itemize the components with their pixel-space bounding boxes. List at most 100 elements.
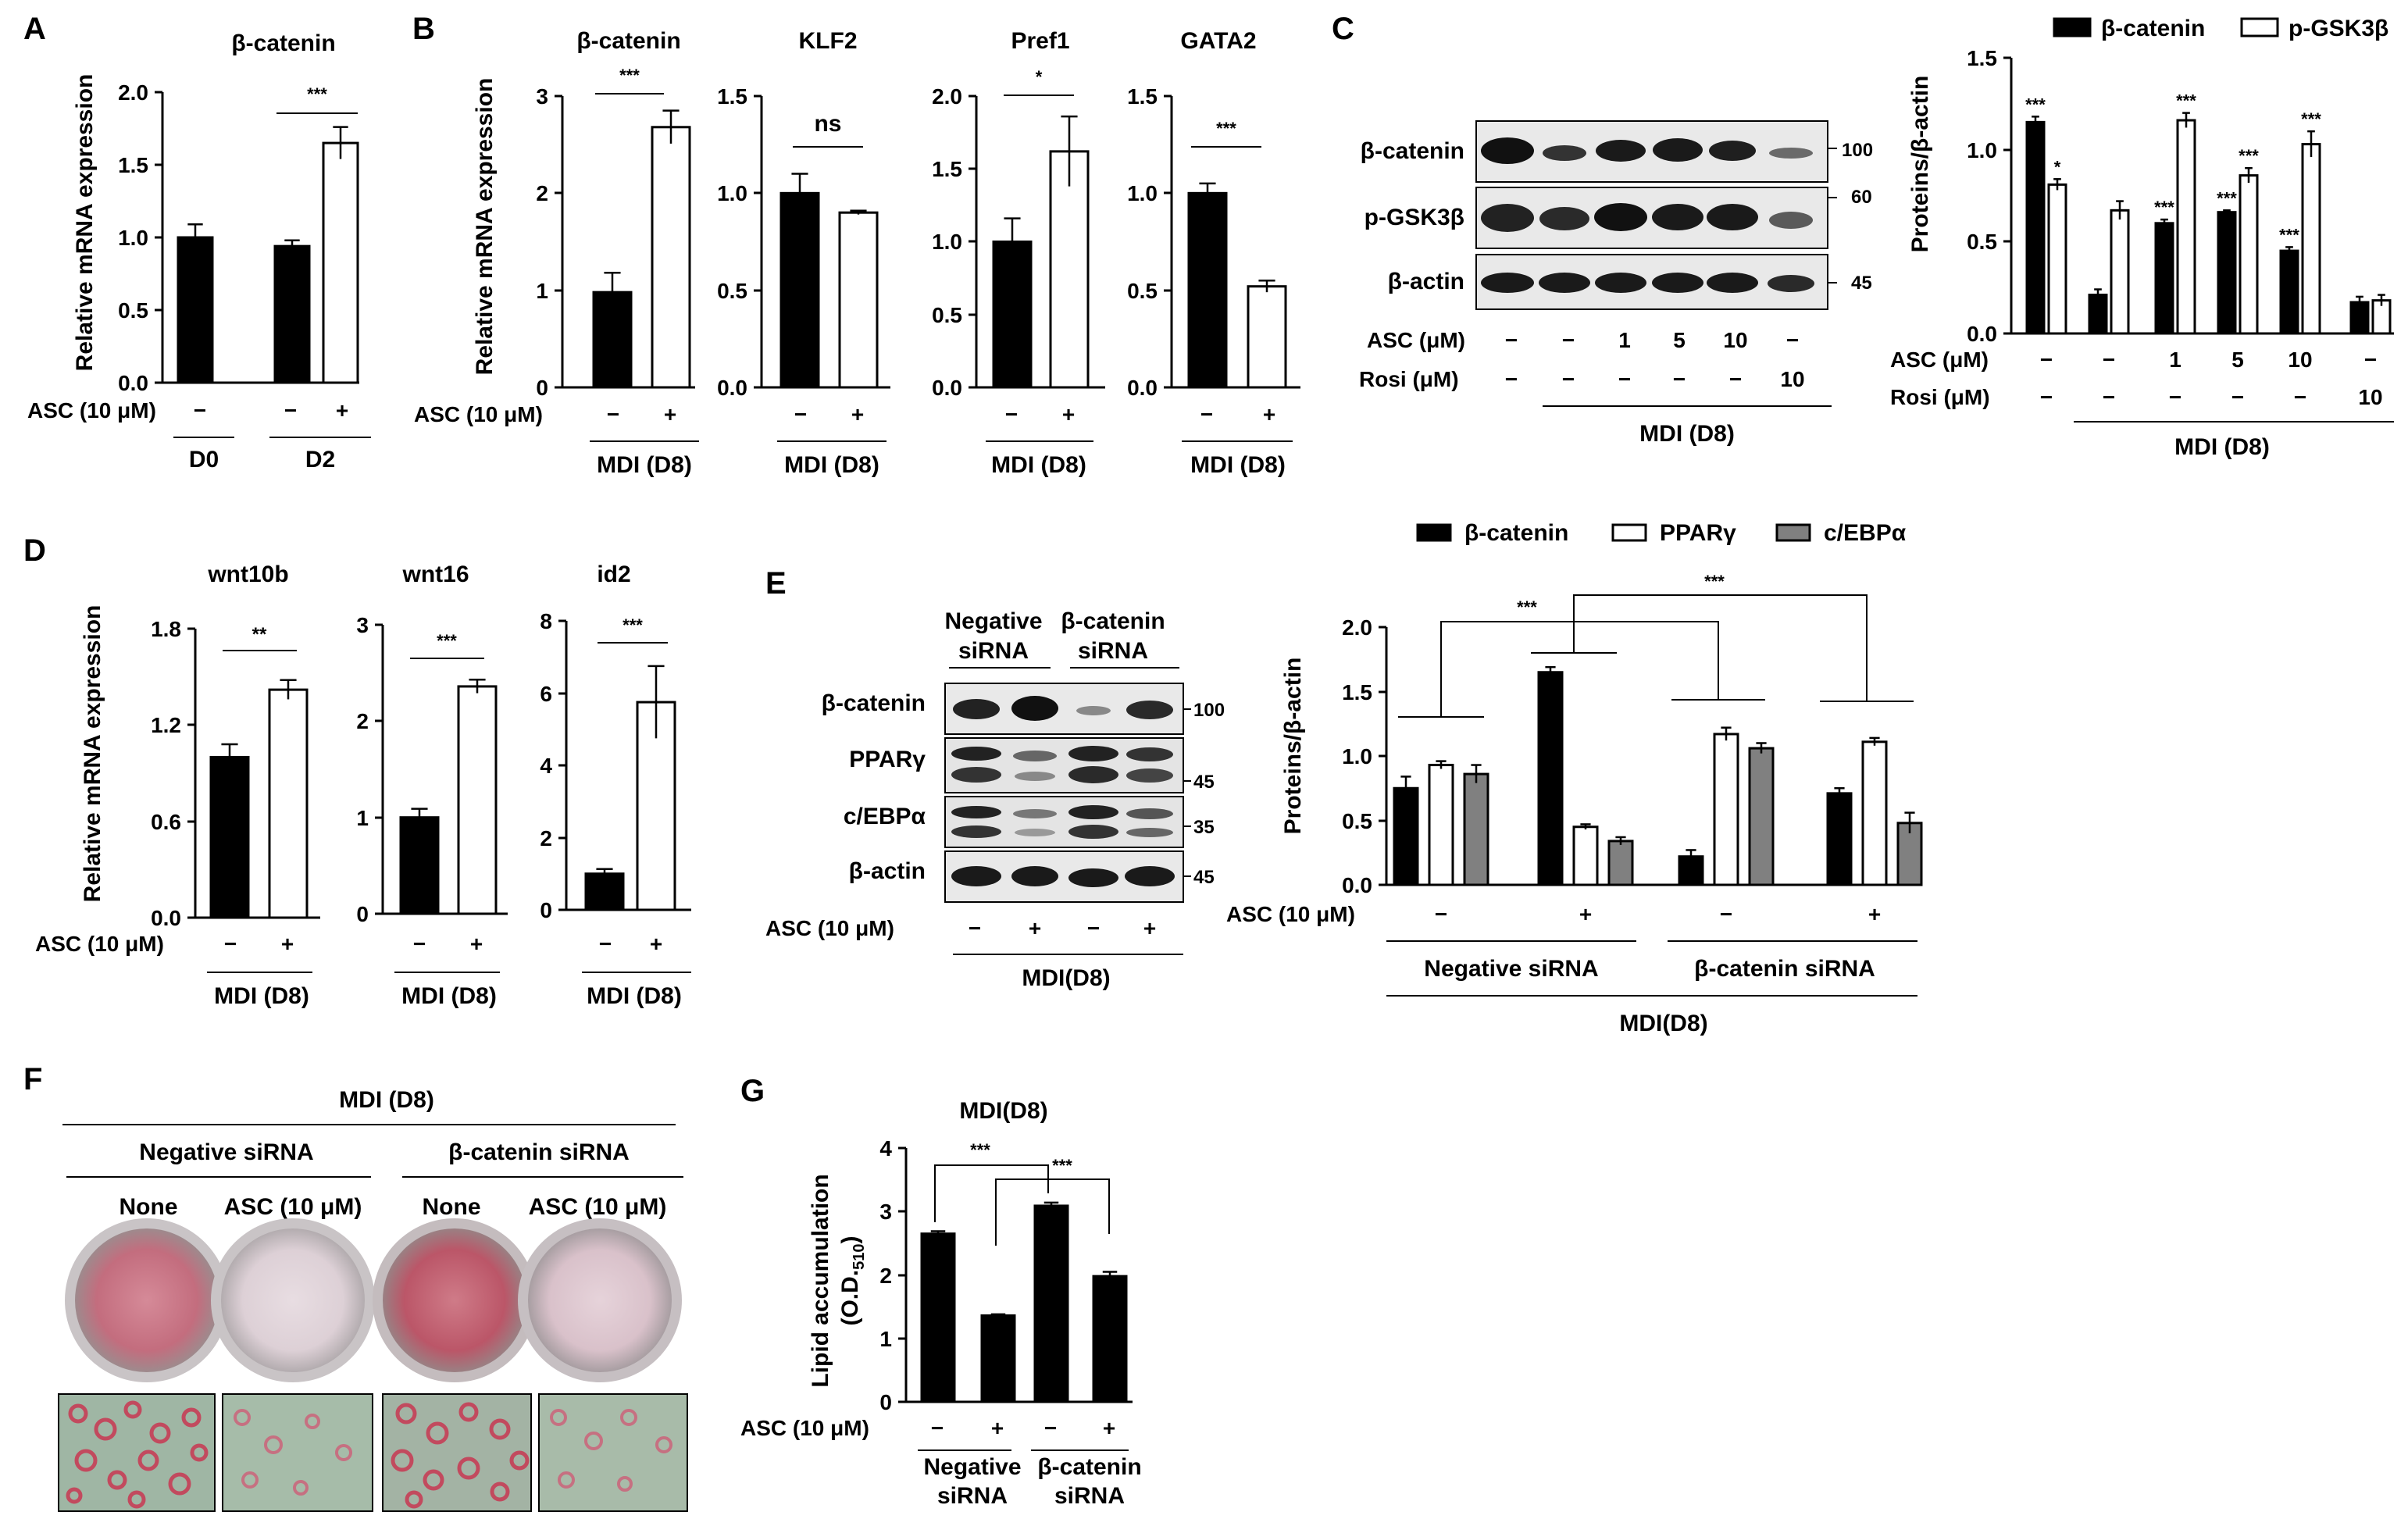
- y-tick-label: 1.5: [932, 157, 962, 181]
- significance-e: ***: [1704, 572, 1725, 591]
- y-tick-label: 0.0: [932, 376, 962, 400]
- group-label-b1: MDI (D8): [597, 452, 692, 478]
- bar: [1713, 733, 1739, 886]
- bar: [1748, 747, 1775, 886]
- rosi-condition: −: [1729, 367, 1742, 391]
- chart-title-b2: KLF2: [799, 28, 858, 54]
- asc-b2-1: −: [794, 402, 807, 426]
- panel-label-a: A: [23, 12, 46, 46]
- panel-f-condition: None: [423, 1194, 481, 1220]
- panel-label-e: E: [765, 566, 787, 601]
- bar: [1826, 792, 1853, 886]
- asc-label-g: ASC (10 μM): [740, 1416, 869, 1440]
- mw-marker: 45: [1193, 772, 1215, 793]
- y-tick-label: 0: [540, 898, 552, 922]
- asc-a-3: +: [336, 398, 348, 423]
- y-tick-label: 0.5: [1967, 230, 1997, 254]
- significance-marker: *: [2054, 157, 2061, 177]
- axis-c: [2003, 56, 2394, 335]
- blot-c-conditions: − − 1 5 10 − − − − − − 10: [1505, 328, 1805, 391]
- group-label-e-blot: MDI(D8): [1022, 965, 1110, 991]
- asc-e-blot: −: [1087, 916, 1100, 940]
- y-tick-label: 0.0: [717, 376, 747, 400]
- asc-d1-2: +: [281, 932, 294, 956]
- asc-condition: 10: [2288, 348, 2312, 372]
- y-tick-label: 1.0: [118, 226, 148, 250]
- bars-g: [920, 1201, 1128, 1403]
- significance-marker: ***: [2154, 198, 2174, 217]
- y-tick-label: 2.0: [118, 80, 148, 105]
- rosi-condition: −: [2231, 385, 2244, 409]
- bar: [399, 816, 440, 915]
- legend-label: c/EBPα: [1824, 520, 1907, 546]
- asc-a-1: −: [194, 398, 206, 423]
- group-label-c-blot: MDI (D8): [1639, 421, 1735, 447]
- y-tick-label: 1: [536, 279, 548, 303]
- bar: [2047, 183, 2067, 335]
- y-tick-label: 0.6: [151, 810, 181, 834]
- significance-a: ***: [307, 84, 327, 104]
- western-blot-e: [944, 683, 1184, 903]
- y-tick-label: 0.5: [717, 279, 747, 303]
- group-label-g: siRNA: [1054, 1483, 1125, 1509]
- asc-d3-1: −: [599, 932, 612, 956]
- mw-marker: 60: [1851, 187, 1872, 208]
- significance-brackets-g: [934, 1164, 1110, 1246]
- y-tick-label: 2: [540, 826, 552, 850]
- asc-condition: −: [2040, 348, 2053, 372]
- y-tick-label: 3: [879, 1200, 892, 1224]
- y-tick-label: 3: [356, 613, 369, 637]
- asc-b3-1: −: [1005, 402, 1018, 426]
- asc-e-blot: −: [969, 916, 981, 940]
- panel-f-group: Negative siRNA: [139, 1139, 313, 1165]
- blot-e-header: β-catenin: [1061, 608, 1165, 634]
- y-axis-label-c: Proteins/β-actin: [1907, 76, 1933, 253]
- bar: [1033, 1204, 1069, 1403]
- panel-label-b: B: [412, 12, 435, 46]
- y-tick-label: 0.0: [1967, 322, 1997, 346]
- asc-b1-2: +: [664, 402, 676, 426]
- chart-title-b3: Pref1: [1011, 28, 1069, 54]
- asc-b2-2: +: [851, 402, 864, 426]
- rosi-condition: 10: [2358, 385, 2382, 409]
- bar: [209, 755, 250, 919]
- rosi-condition: −: [2103, 385, 2115, 409]
- y-tick-label: 3: [536, 84, 548, 109]
- y-axis-label-b: Relative mRNA expression: [472, 78, 498, 376]
- panel-f-title: MDI (D8): [339, 1087, 434, 1113]
- y-tick-label: 1: [356, 806, 369, 830]
- bars-b2: [779, 173, 879, 389]
- significance-d3: ***: [623, 615, 643, 635]
- y-axis-label-g: Lipid accumulation: [808, 1174, 833, 1387]
- asc-label-b: ASC (10 μM): [414, 402, 543, 426]
- y-tick-label: 4: [879, 1136, 892, 1161]
- asc-b3-2: +: [1062, 402, 1075, 426]
- asc-condition: −: [1786, 328, 1799, 352]
- y-tick-label: 1.0: [932, 230, 962, 254]
- y-axis-label-a: Relative mRNA expression: [72, 74, 98, 372]
- asc-g: +: [1103, 1416, 1115, 1440]
- asc-a-2: −: [284, 398, 297, 423]
- asc-condition: 10: [1723, 328, 1747, 352]
- bar: [2088, 294, 2108, 335]
- asc-um-label-c: ASC (μM): [1367, 328, 1465, 352]
- asc-d3-2: +: [650, 932, 662, 956]
- significance-g: ***: [1052, 1156, 1072, 1175]
- y-tick-label: 2.0: [932, 84, 962, 109]
- blot-label: β-catenin: [822, 690, 926, 716]
- asc-b1-1: −: [607, 402, 619, 426]
- significance-marker: ***: [2301, 109, 2321, 129]
- group-label-d1: MDI (D8): [214, 983, 309, 1009]
- asc-label-e-blot: ASC (10 μM): [765, 916, 894, 940]
- asc-e: +: [1579, 902, 1592, 926]
- significance-d2: ***: [437, 631, 457, 651]
- bar: [1463, 772, 1489, 886]
- y-tick-label: 1.5: [118, 153, 148, 177]
- bar: [920, 1232, 956, 1403]
- asc-condition: 5: [2231, 348, 2244, 372]
- subgroup-label-e: β-catenin siRNA: [1694, 956, 1875, 982]
- y-tick-label: 1.5: [1127, 84, 1158, 109]
- significance-marker: ***: [2239, 146, 2259, 166]
- y-tick-label: 0.0: [151, 906, 181, 930]
- bars-e: [1393, 665, 1923, 886]
